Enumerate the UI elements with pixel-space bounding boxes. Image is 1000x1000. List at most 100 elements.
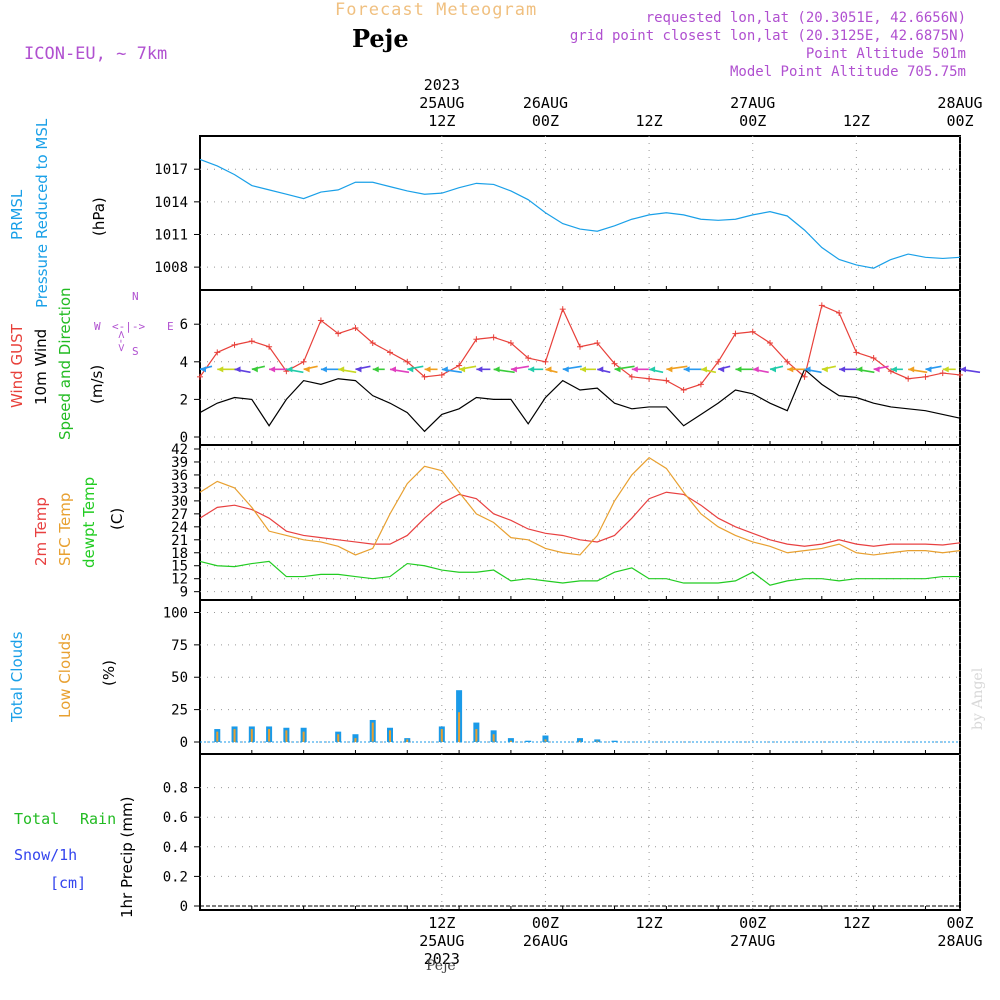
wind-direction-arrowhead [528,366,535,373]
total-clouds-bar [507,738,514,742]
panel-3-ytick-label: 27 [171,507,188,523]
top-label: 28AUG [937,94,983,112]
wind-direction-arrowhead [407,366,414,373]
wind-direction-arrowhead [614,366,621,373]
low-clouds-bar [302,731,305,742]
panel-5-frame [199,753,961,911]
t2m-line [199,491,961,547]
wind-direction-arrowhead [217,366,224,373]
p5-label-snow: Snow/1h [14,846,78,864]
low-clouds-bar [406,739,409,742]
p5-label-total: Total [14,810,60,828]
requested-coords: requested lon,lat (20.3051E, 42.6656N) [645,10,966,26]
wind-direction-arrowhead [770,366,776,373]
panel-1-ytick-label: 1014 [154,195,188,211]
wind-direction-arrowhead [873,366,880,373]
wind-direction-arrowhead [631,366,638,373]
panel-5-ytick-label: 0.4 [163,840,188,856]
wind-direction-arrowhead [735,366,742,373]
low-clouds-bar [285,730,288,742]
top-label: 00Z [946,112,974,130]
station-title: Peje [352,24,409,53]
panel-2-ytick-label: 2 [180,392,188,408]
bottom-label: 26AUG [522,932,569,950]
wind-direction-arrowhead [303,366,310,373]
watermark: by Angel [970,667,986,730]
bottom-label: 2023 [423,950,460,968]
wind-direction-arrowhead [839,366,846,373]
sfc-temp-line [199,456,961,556]
wind-direction-arrowhead [649,366,656,373]
subtitle: Forecast Meteogram [335,0,538,20]
top-label: 12Z [842,112,870,130]
bottom-label: 12Z [428,914,456,932]
low-clouds-bar [579,740,581,742]
wind-direction-arrowhead [821,366,828,373]
panel-2-ytick-label: 0 [180,430,188,446]
bottom-label: 12Z [635,914,663,932]
panel-3-ytick-label: 15 [171,559,188,575]
compass-n: N [132,290,139,303]
top-label: 26AUG [522,94,569,112]
wind-direction-arrowhead [234,366,241,373]
wind-direction-arrowhead [666,366,673,373]
panel-1-ytick-label: 1011 [154,227,188,243]
panel-1-frame [199,135,961,291]
bottom-label: 12Z [842,914,870,932]
wind-direction-arrowhead [597,366,604,373]
wind-direction-arrowhead [476,366,483,373]
low-clouds-bar [337,734,340,742]
top-label: 00Z [531,112,559,130]
low-clouds-bar [458,712,461,742]
wind-direction-arrowhead [562,366,569,373]
wind-direction-arrowhead [355,366,362,373]
wind-direction-arrowhead [787,366,794,373]
panel-3-ytick-label: 42 [171,442,188,458]
panel-3-ytick-label: 30 [171,494,188,510]
p5-label-cm: [cm] [50,874,87,892]
wind-direction-arrowhead [960,366,966,373]
wind-direction-arrowhead [269,366,276,373]
compass-s: S [132,345,139,358]
panel-4-ytick-label: 25 [171,703,188,719]
gridpoint-coords: grid point closest lon,lat (20.3125E, 42… [569,28,966,44]
total-clouds-bar [525,740,532,742]
low-clouds-bar [233,729,236,742]
panel-5-ytick-label: 0 [180,899,188,915]
wind-direction-arrowhead [700,366,707,373]
panel-3-ytick-label: 21 [171,533,188,549]
wind-direction-arrowhead [372,366,379,373]
panel-5-ytick-label: 0.6 [163,810,188,826]
top-label: 27AUG [730,94,776,112]
wind-line [199,368,961,433]
wind-direction-arrowhead [804,366,811,373]
wind-direction-arrowhead [718,366,725,373]
wind-direction-arrowhead [925,366,932,373]
wind-direction-arrowhead [545,366,552,373]
panel-2-ytick-label: 4 [180,355,188,371]
low-clouds-bar [440,729,443,742]
wind-direction-arrowhead [510,366,517,373]
wind-direction-arrowhead [908,366,915,373]
compass-w: W [94,320,101,333]
panel-3-ytick-label: 18 [171,546,188,562]
wind-direction-arrowhead [200,366,206,373]
panel-4-ytick-label: 0 [180,735,188,751]
model-label: ICON-EU, ~ 7km [24,44,168,64]
panel-3-ytick-label: 33 [171,481,188,497]
panel-3-ytick-label: 12 [171,572,188,588]
panel-3-ytick-label: 24 [171,520,188,536]
wind-direction-arrowhead [752,366,759,373]
top-label: 12Z [428,112,456,130]
low-clouds-bar [596,740,599,742]
top-label: 2023 [423,76,460,94]
wind-direction-arrowhead [390,366,396,373]
panel-2-ytick-label: 6 [180,317,188,333]
low-clouds-bar [250,729,253,742]
wind-direction-arrowhead [942,366,949,373]
panel-4-frame [199,599,961,755]
wind-direction-arrowhead [338,366,345,373]
compass-arrow-h: <-|-> [112,320,146,333]
top-label: 25AUG [419,94,465,112]
